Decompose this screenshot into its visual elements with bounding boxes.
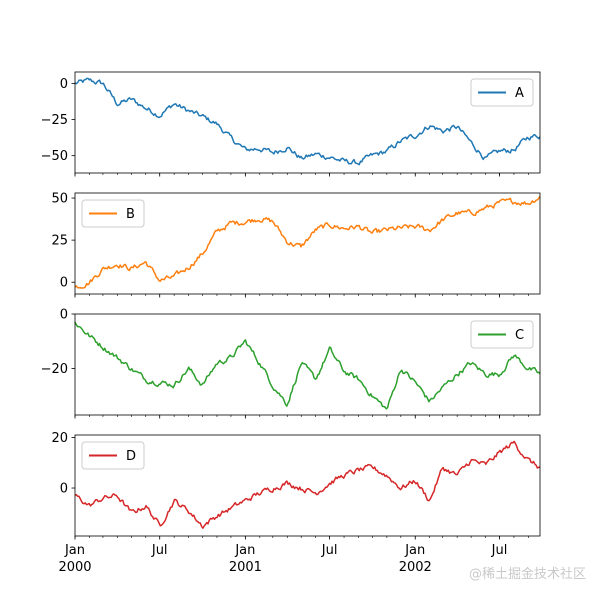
y-tick-label-C: 0 <box>60 308 68 323</box>
subplot-A: 0 −25 −50 A <box>41 71 541 177</box>
legend-label-A: A <box>515 86 524 101</box>
x-tick-label: Jul <box>151 543 168 558</box>
series-line-D <box>74 440 540 529</box>
legend-label-B: B <box>126 207 135 222</box>
x-tick-label: Jan <box>404 543 425 558</box>
axes-frame-C <box>74 313 541 416</box>
series-line-B <box>74 195 541 289</box>
legend-label-C: C <box>515 328 524 343</box>
subplot-C: 0 −20 C <box>41 308 541 419</box>
y-tick-label-B: 0 <box>60 276 68 291</box>
axes-frame-A <box>74 71 541 174</box>
x-tick-label: Jul <box>491 543 508 558</box>
x-tick-label: Jan <box>64 543 85 558</box>
subplot-D: 20 0 D <box>51 431 541 540</box>
series-line-C <box>74 321 541 410</box>
axes-frame-B <box>74 192 541 295</box>
watermark-text: @稀土掘金技术社区 <box>468 567 586 582</box>
x-tick-year-label: 2002 <box>399 560 432 575</box>
subplot-B: 50 25 0 B <box>51 192 541 298</box>
y-tick-label-D: 20 <box>51 431 68 446</box>
y-tick-label-D: 0 <box>60 482 68 497</box>
axes-frame-D <box>74 434 541 537</box>
x-tick-year-label: 2000 <box>58 560 91 575</box>
x-tick-label: Jan <box>234 543 255 558</box>
y-tick-label-A: −50 <box>41 149 68 164</box>
x-tick-label: Jul <box>321 543 338 558</box>
y-tick-label-B: 25 <box>51 234 68 249</box>
y-tick-label-C: −20 <box>41 362 68 377</box>
y-tick-label-A: 0 <box>60 77 68 92</box>
series-line-A <box>74 77 541 166</box>
x-tick-year-label: 2001 <box>229 560 262 575</box>
y-tick-label-A: −25 <box>41 113 68 128</box>
y-tick-label-B: 50 <box>51 192 68 207</box>
legend-label-D: D <box>126 449 136 464</box>
